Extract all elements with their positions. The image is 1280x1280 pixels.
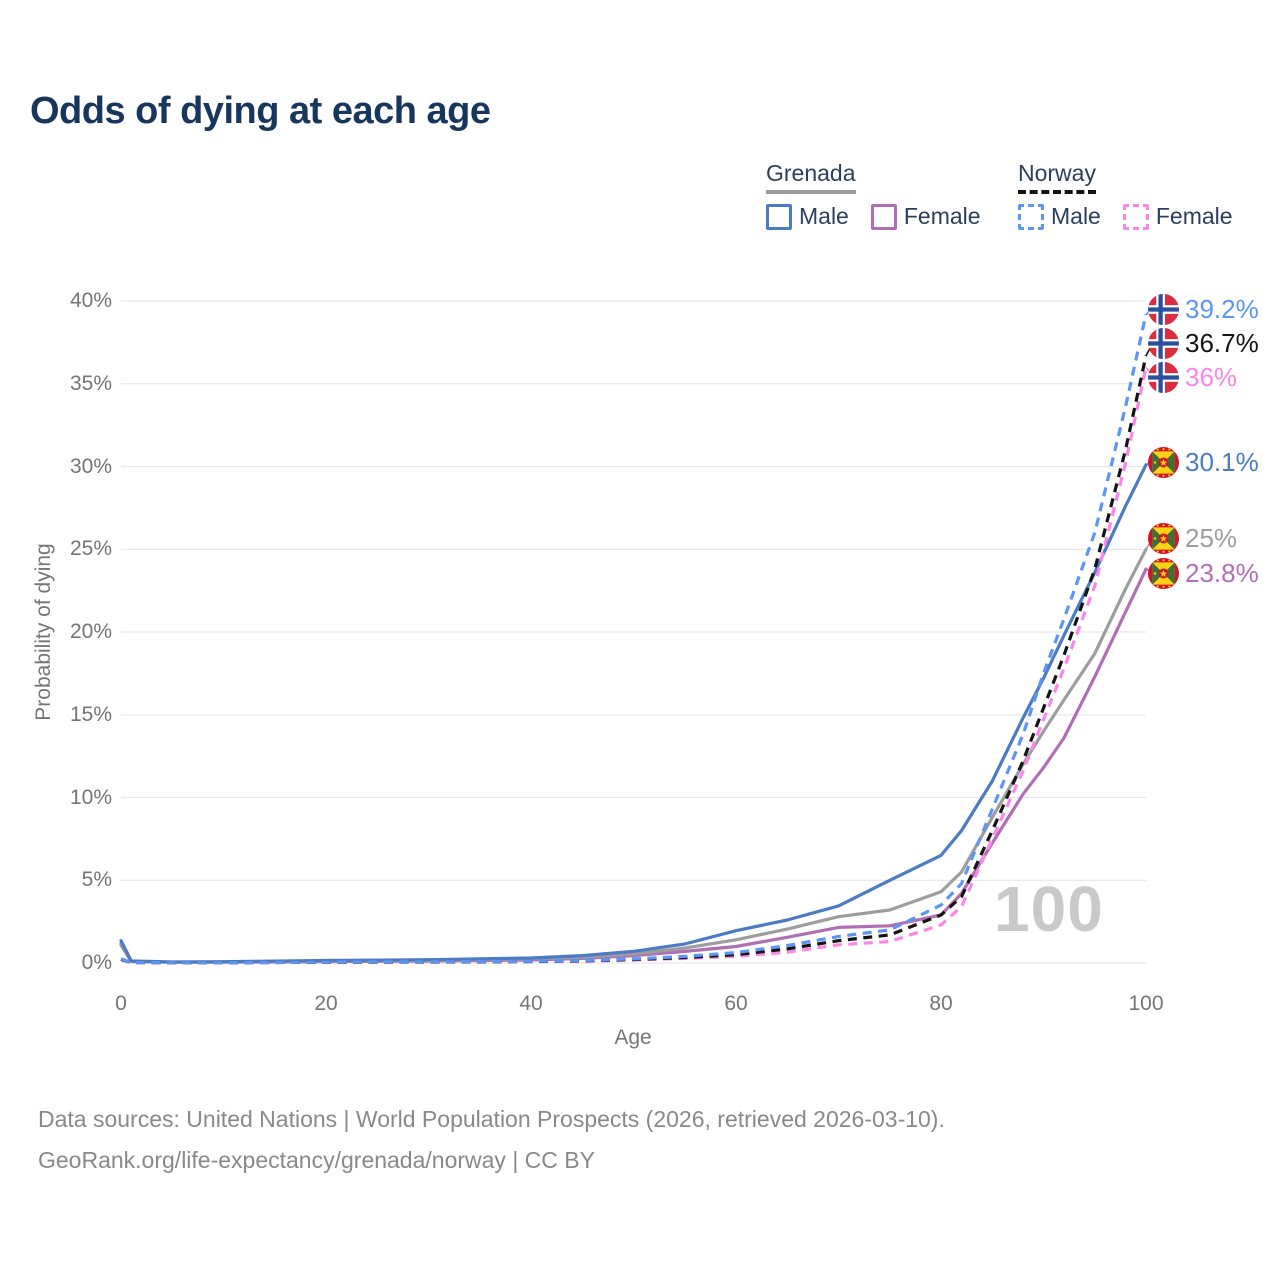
y-tick-label-20: 20% <box>69 620 112 643</box>
norway-flag-icon <box>1148 328 1179 359</box>
y-tick-label-30: 30% <box>69 454 112 478</box>
series-line-norway-total[interactable] <box>120 355 1148 965</box>
y-tick-label-15: 15% <box>69 702 112 726</box>
x-tick-label-60: 60 <box>724 992 748 1015</box>
legend-row-grenada: Male Female <box>766 203 981 230</box>
series-line-grenada-male[interactable] <box>119 463 1148 964</box>
legend-item-label: Male <box>799 203 849 229</box>
legend-item-norway-female[interactable]: Female <box>1122 203 1233 230</box>
grenada-male-swatch-icon <box>766 203 792 230</box>
y-tick-label-35: 35% <box>69 371 112 395</box>
end-label-norway-male: 39.2% <box>1148 293 1259 325</box>
legend-item-grenada-male[interactable]: Male <box>766 203 849 230</box>
end-label-grenada-female: 23.8% <box>1148 557 1259 589</box>
norway-flag-icon <box>1148 294 1179 325</box>
x-axis-title: Age <box>614 1026 652 1049</box>
y-tick-label-5: 5% <box>81 868 112 892</box>
grenada-flag-icon <box>1148 558 1179 589</box>
end-label-value: 39.2% <box>1185 293 1259 324</box>
legend-group-norway: Norway Male Female <box>1018 160 1233 230</box>
legend-row-norway: Male Female <box>1018 203 1233 230</box>
legend-item-label: Male <box>1051 203 1101 229</box>
legend-item-norway-male[interactable]: Male <box>1018 203 1101 230</box>
y-tick-label-10: 10% <box>69 785 112 809</box>
norway-male-swatch-icon <box>1018 203 1044 230</box>
end-label-value: 36.7% <box>1185 327 1259 358</box>
y-tick-label-40: 40% <box>69 289 112 312</box>
attribution-line: GeoRank.org/life-expectancy/grenada/norw… <box>38 1147 595 1173</box>
legend-item-label: Female <box>1155 203 1233 229</box>
x-tick-label-80: 80 <box>929 992 953 1015</box>
grenada-flag-icon <box>1148 447 1179 478</box>
chart-title: Odds of dying at each age <box>30 90 491 132</box>
end-label-value: 36% <box>1185 361 1238 392</box>
end-label-value: 30.1% <box>1185 446 1259 477</box>
grenada-female-swatch-icon <box>870 203 897 230</box>
legend-country-norway[interactable]: Norway <box>1018 160 1096 194</box>
legend-item-grenada-female[interactable]: Female <box>870 203 981 230</box>
x-tick-label-100: 100 <box>1128 992 1164 1015</box>
series-line-norway-female[interactable] <box>120 366 1148 965</box>
legend-item-label: Female <box>903 203 981 229</box>
x-tick-label-40: 40 <box>519 992 543 1015</box>
end-label-norway-total: 36.7% <box>1148 327 1259 359</box>
x-tick-label-0: 0 <box>115 992 127 1015</box>
y-axis-title: Probability of dying <box>32 543 55 721</box>
age-watermark: 100 <box>994 873 1104 945</box>
end-label-value: 23.8% <box>1185 557 1259 588</box>
y-tick-label-25: 25% <box>69 537 112 561</box>
data-source-line: Data sources: United Nations | World Pop… <box>38 1106 945 1132</box>
series-line-norway-male[interactable] <box>120 313 1148 965</box>
end-label-norway-female: 36% <box>1148 361 1237 393</box>
end-label-grenada-male: 30.1% <box>1148 446 1259 478</box>
x-tick-label-20: 20 <box>314 992 338 1015</box>
y-tick-label-0: 0% <box>81 951 112 974</box>
legend-group-grenada: Grenada Male Female <box>766 160 981 230</box>
end-label-value: 25% <box>1185 522 1238 553</box>
legend-country-grenada[interactable]: Grenada <box>766 160 856 194</box>
series-line-grenada-total[interactable] <box>119 547 1148 964</box>
norway-female-swatch-icon <box>1122 203 1149 230</box>
grenada-flag-icon <box>1148 523 1179 554</box>
series-line-grenada-female[interactable] <box>119 567 1148 964</box>
end-label-grenada-total: 25% <box>1148 522 1237 554</box>
norway-flag-icon <box>1148 362 1179 393</box>
